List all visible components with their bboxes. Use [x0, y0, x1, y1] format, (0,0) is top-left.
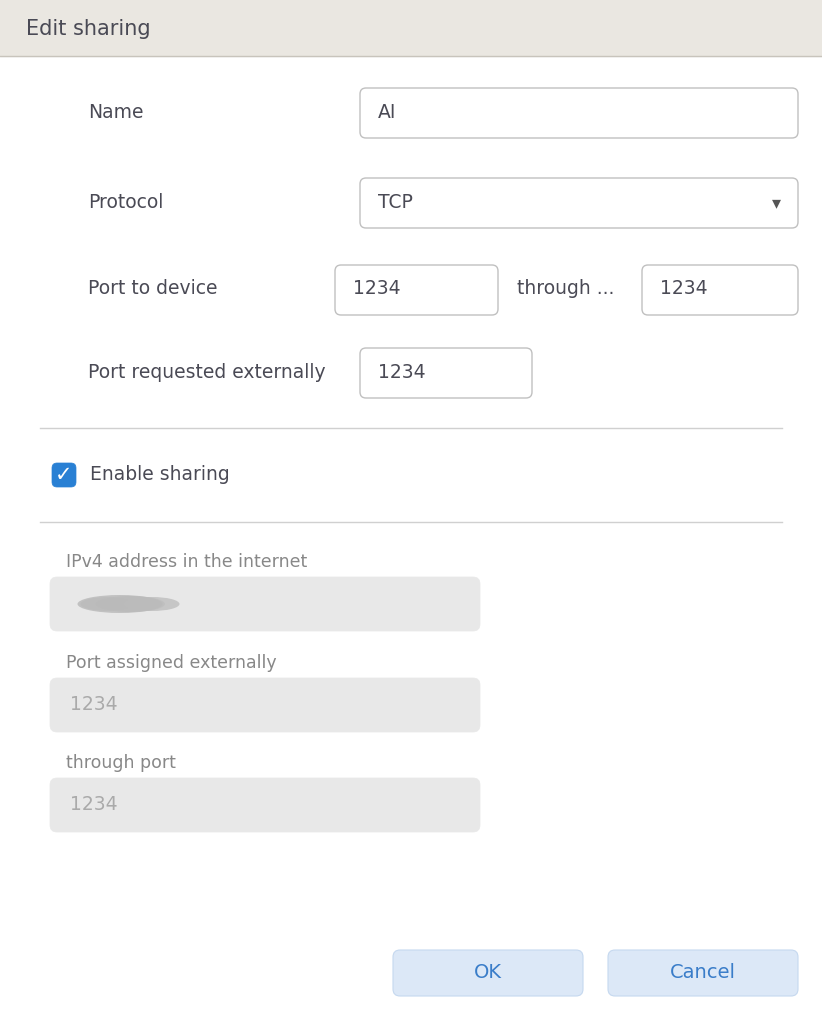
Text: Edit sharing: Edit sharing: [26, 19, 150, 39]
FancyBboxPatch shape: [52, 463, 76, 487]
Text: OK: OK: [474, 964, 502, 982]
FancyBboxPatch shape: [335, 265, 498, 315]
Text: TCP: TCP: [378, 194, 413, 213]
FancyBboxPatch shape: [393, 950, 583, 996]
Text: 1234: 1234: [378, 362, 426, 382]
FancyBboxPatch shape: [50, 678, 480, 732]
Text: through ...: through ...: [517, 280, 614, 299]
Text: ✓: ✓: [55, 465, 73, 485]
Text: 1234: 1234: [70, 695, 118, 715]
FancyBboxPatch shape: [50, 778, 480, 831]
Text: Port assigned externally: Port assigned externally: [66, 654, 277, 672]
Text: AI: AI: [378, 103, 396, 123]
FancyBboxPatch shape: [360, 178, 798, 228]
Bar: [0, 0, 822, 56]
Ellipse shape: [124, 597, 179, 611]
FancyBboxPatch shape: [360, 88, 798, 138]
Text: 1234: 1234: [353, 280, 400, 299]
Ellipse shape: [95, 596, 165, 612]
Text: Protocol: Protocol: [88, 194, 164, 213]
Text: IPv4 address in the internet: IPv4 address in the internet: [66, 553, 307, 571]
FancyBboxPatch shape: [608, 950, 798, 996]
Ellipse shape: [81, 597, 136, 611]
Text: Name: Name: [88, 103, 144, 123]
Text: 1234: 1234: [70, 796, 118, 814]
Text: ▾: ▾: [772, 194, 781, 212]
FancyBboxPatch shape: [50, 577, 480, 631]
Text: Port to device: Port to device: [88, 280, 218, 299]
FancyBboxPatch shape: [642, 265, 798, 315]
Text: through port: through port: [66, 754, 176, 772]
Text: Enable sharing: Enable sharing: [90, 466, 230, 484]
Ellipse shape: [77, 595, 163, 613]
Text: Port requested externally: Port requested externally: [88, 362, 326, 382]
FancyBboxPatch shape: [360, 348, 532, 398]
Text: Cancel: Cancel: [670, 964, 736, 982]
Text: 1234: 1234: [660, 280, 708, 299]
